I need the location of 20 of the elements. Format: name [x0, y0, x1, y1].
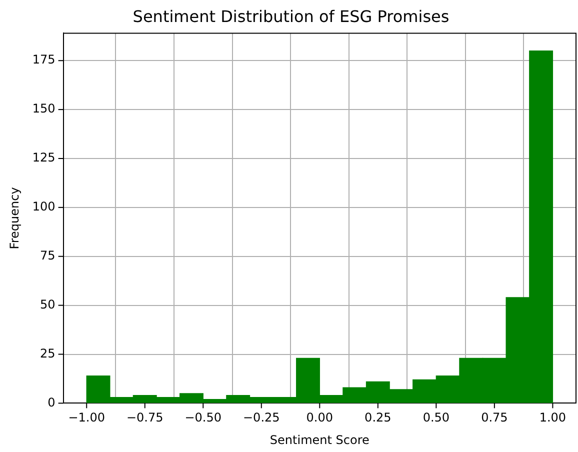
x-tick-label: 0.75: [481, 410, 508, 425]
y-tick-label: 75: [40, 248, 56, 262]
x-tick-label: 0.00: [306, 410, 334, 425]
y-tick-label: 100: [32, 200, 56, 214]
y-tick-label: 25: [40, 346, 56, 360]
x-tick-label: 0.25: [364, 410, 392, 425]
x-tick-label: −0.25: [243, 410, 280, 425]
x-axis-title: Sentiment Score: [270, 432, 370, 447]
y-tick-label: 175: [32, 52, 56, 67]
y-tick-label: 125: [32, 150, 56, 165]
chart-title: Sentiment Distribution of ESG Promises: [132, 6, 450, 26]
x-tick-label: −0.75: [126, 410, 164, 425]
y-tick-label: 0: [48, 395, 56, 410]
x-tick-label: −0.50: [184, 410, 222, 425]
y-tick-label: 50: [40, 297, 56, 312]
x-tick-label: −1.00: [68, 410, 105, 425]
y-tick-label: 150: [32, 102, 56, 116]
x-tick-label: 0.50: [422, 410, 450, 425]
x-tick-label: 1.00: [539, 410, 566, 425]
y-axis-title: Frequency: [7, 187, 22, 250]
